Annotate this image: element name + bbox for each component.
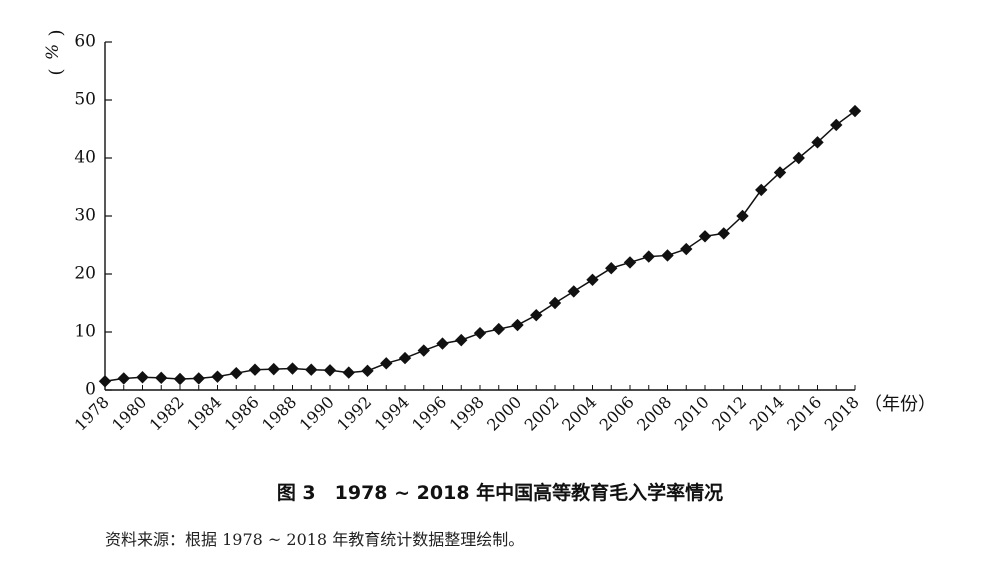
- data-point: [155, 371, 168, 385]
- data-point: [567, 285, 580, 298]
- x-tick-label: 1988: [258, 392, 300, 434]
- series-line: [104, 110, 856, 383]
- data-point: [530, 308, 543, 322]
- x-tick-label: 2000: [483, 392, 525, 434]
- x-tick-label: 1980: [108, 392, 150, 434]
- x-tick-label: 1990: [296, 392, 338, 434]
- data-point: [586, 273, 599, 286]
- y-tick-label: 40: [74, 148, 96, 168]
- x-tick-label: 2002: [521, 392, 563, 434]
- data-point: [811, 136, 824, 149]
- y-axis: 0 10 20 30 40 50 60: [74, 32, 112, 400]
- data-point: [698, 230, 712, 243]
- series: [98, 104, 862, 388]
- data-point: [623, 256, 637, 269]
- data-point: [230, 366, 243, 380]
- x-tick-label: 1992: [333, 392, 375, 434]
- data-point: [455, 333, 468, 347]
- y-tick-label: 30: [74, 206, 96, 226]
- data-point: [211, 370, 224, 383]
- x-tick-label: 2010: [671, 392, 713, 434]
- x-tick-label: 2012: [708, 392, 750, 434]
- x-tick-label: 1982: [146, 392, 188, 434]
- data-point: [830, 118, 843, 132]
- data-point: [417, 344, 430, 357]
- data-point: [267, 362, 280, 376]
- data-point: [361, 364, 374, 378]
- x-tick-label: 1986: [221, 392, 263, 434]
- x-tick-label: 2018: [821, 392, 863, 434]
- y-axis-label: %: [41, 44, 61, 60]
- y-tick-label: 50: [74, 90, 96, 110]
- x-tick-label: 2004: [558, 392, 600, 434]
- y-axis-label-paren-bottom: ): [46, 68, 67, 75]
- data-point: [436, 337, 449, 350]
- x-tick-label: 1998: [446, 392, 488, 434]
- data-point: [342, 366, 355, 379]
- data-point: [305, 363, 318, 376]
- y-tick-label: 0: [85, 380, 96, 400]
- data-point: [848, 104, 862, 118]
- data-point: [473, 326, 487, 340]
- data-point: [398, 351, 412, 365]
- data-point: [492, 322, 505, 336]
- data-point: [717, 227, 730, 240]
- x-tick-label: 2008: [633, 392, 675, 434]
- data-point: [736, 209, 749, 223]
- data-point: [792, 151, 805, 165]
- x-axis: 1978198019821984198619881990199219941996…: [71, 385, 863, 435]
- y-tick-label: 10: [74, 322, 96, 342]
- data-point: [380, 357, 393, 370]
- x-tick-label: 2006: [596, 392, 638, 434]
- x-tick-label: 1994: [371, 392, 413, 434]
- x-tick-label: 1978: [71, 392, 113, 434]
- data-point: [248, 363, 262, 376]
- data-point: [642, 250, 655, 263]
- x-tick-label: 2016: [783, 392, 825, 434]
- data-point: [511, 318, 524, 332]
- data-point: [773, 166, 787, 179]
- x-tick-label: 1984: [183, 392, 225, 434]
- data-point: [98, 375, 112, 388]
- x-axis-label: （年份）: [864, 394, 936, 415]
- data-point: [661, 249, 674, 262]
- x-tick-label: 1996: [408, 392, 450, 434]
- data-point: [192, 372, 205, 385]
- data-point: [680, 242, 693, 256]
- data-point: [117, 372, 130, 385]
- data-point: [755, 183, 768, 197]
- y-axis-label-paren-top: (: [46, 29, 67, 36]
- data-point: [323, 364, 337, 377]
- data-point: [286, 362, 299, 375]
- data-point: [173, 372, 187, 386]
- y-tick-label: 20: [74, 264, 96, 284]
- data-point: [548, 296, 562, 310]
- x-tick-label: 2014: [746, 392, 788, 434]
- figure-caption: 图 3 1978 ~ 2018 年中国高等教育毛入学率情况: [276, 482, 724, 504]
- data-point: [605, 262, 618, 275]
- data-point: [136, 371, 149, 384]
- source-note: 资料来源：根据 1978 ~ 2018 年教育统计数据整理绘制。: [105, 530, 525, 549]
- y-tick-label: 60: [74, 32, 96, 52]
